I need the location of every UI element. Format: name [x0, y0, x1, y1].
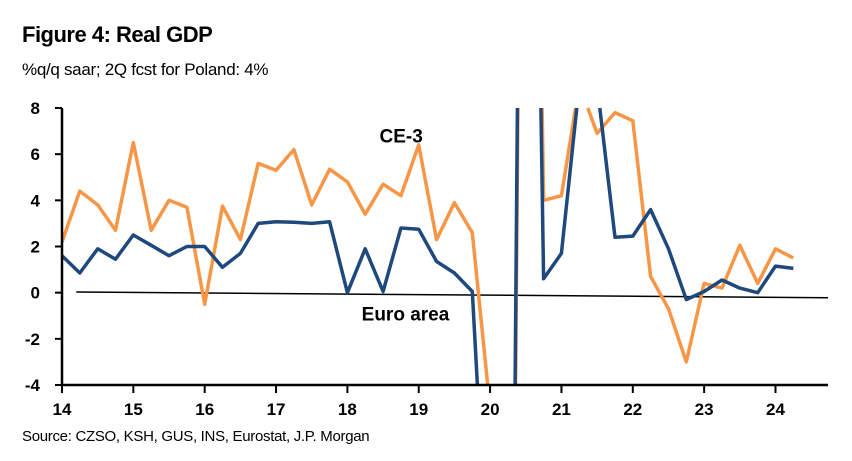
x-tick-label: 19: [409, 400, 428, 419]
y-tick-label: 2: [31, 238, 40, 257]
series-group: [60, 107, 795, 386]
y-tick-label: 0: [31, 284, 40, 303]
x-tick-label: 16: [195, 400, 214, 419]
x-tick-label: 23: [695, 400, 714, 419]
series-label: CE-3: [380, 127, 423, 148]
y-tick-label: 4: [31, 191, 41, 210]
y-tick-label: 8: [31, 99, 40, 118]
x-tick-label: 15: [124, 400, 143, 419]
zero-line: [76, 291, 829, 299]
chart-title: Figure 4: Real GDP: [22, 22, 213, 47]
annotations: CE-3 Euro area: [362, 127, 450, 326]
x-tick-label: 22: [623, 400, 642, 419]
series-line-euro-area: [60, 107, 794, 386]
x-tick-label: 14: [53, 400, 72, 419]
x-tick-label: 21: [552, 400, 571, 419]
x-tick-label: 18: [338, 400, 357, 419]
chart-subtitle: %q/q saar; 2Q fcst for Poland: 4%: [22, 60, 269, 79]
zero-reference-line: [76, 291, 829, 299]
x-tick-label: 20: [481, 400, 500, 419]
chart-source: Source: CZSO, KSH, GUS, INS, Eurostat, J…: [22, 428, 370, 445]
x-tick-label: 17: [267, 400, 286, 419]
x-tick-label: 24: [766, 400, 785, 419]
y-tick-label: -4: [25, 376, 41, 395]
series-label: Euro area: [362, 304, 450, 325]
y-tick-label: -2: [25, 330, 40, 349]
y-tick-label: 6: [31, 145, 40, 164]
